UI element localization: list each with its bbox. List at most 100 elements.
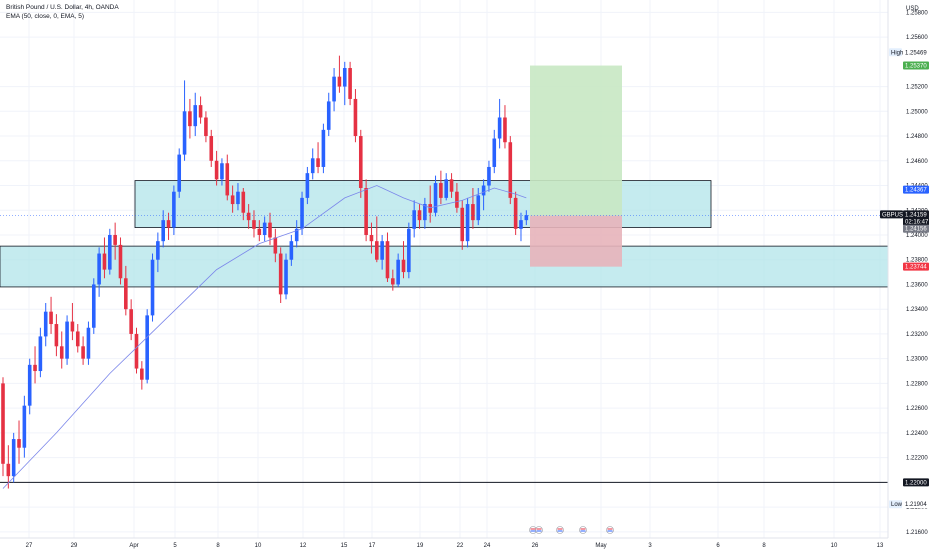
bearish-candle <box>134 327 139 374</box>
bearish-candle <box>449 173 454 198</box>
high-value-tag: 1.25469 <box>903 48 929 57</box>
demand-zone <box>134 180 712 228</box>
low-label: Low <box>889 500 903 509</box>
bearish-candle <box>246 204 251 229</box>
bearish-candle <box>364 179 368 242</box>
entry-price-tag: 1.24156 <box>903 224 929 233</box>
bearish-candle <box>225 154 230 201</box>
target-price-tag: 1.25370 <box>903 61 929 70</box>
bearish-candle <box>337 55 342 93</box>
y-tick-label: 1.22800 <box>906 381 928 387</box>
flag-icon[interactable] <box>606 526 614 534</box>
bearish-candle <box>140 361 144 390</box>
bullish-candle <box>444 173 449 201</box>
y-tick-label: 1.25800 <box>906 10 928 16</box>
y-tick-label: 1.25200 <box>906 85 928 91</box>
flag-icon[interactable] <box>535 526 543 534</box>
y-tick-label: 1.22600 <box>906 406 928 412</box>
chart-legend: British Pound / U.S. Dollar, 4h, OANDA E… <box>6 3 119 21</box>
x-tick-label: 15 <box>341 543 348 549</box>
bearish-candle <box>278 247 283 304</box>
y-tick-label: 1.23600 <box>906 282 928 288</box>
bearish-candle <box>230 185 235 213</box>
x-tick-label: 29 <box>71 543 78 549</box>
x-tick-label: 19 <box>417 543 424 549</box>
bullish-candle <box>321 123 326 174</box>
svg-text:1.25370: 1.25370 <box>905 64 927 70</box>
bearish-candle <box>513 191 518 235</box>
bearish-candle <box>353 89 358 143</box>
currency-label: USD <box>906 6 919 12</box>
stop-price-tag: 1.23744 <box>903 262 929 271</box>
bearish-candle <box>129 299 133 341</box>
bullish-candle <box>310 148 315 180</box>
bearish-candle <box>428 185 432 223</box>
svg-text:1.24159: 1.24159 <box>905 212 927 218</box>
bearish-candle <box>455 183 459 213</box>
svg-text:1.22000: 1.22000 <box>905 480 927 486</box>
bearish-candle <box>214 150 219 186</box>
ema-price-tag: 1.24367 <box>903 185 929 194</box>
bullish-candle <box>433 175 438 217</box>
bearish-candle <box>33 346 37 384</box>
low-value-tag: 1.21904 <box>903 500 929 509</box>
demand-zone <box>0 245 889 288</box>
bearish-candle <box>391 269 395 291</box>
economic-events[interactable] <box>529 526 614 534</box>
bearish-candle <box>358 129 363 198</box>
svg-text:1.21904: 1.21904 <box>905 502 927 508</box>
svg-text:1.24156: 1.24156 <box>905 227 927 233</box>
bullish-candle <box>11 432 16 483</box>
bearish-candle <box>401 241 406 279</box>
y-tick-label: 1.22400 <box>906 431 928 437</box>
ema-line <box>2 185 527 489</box>
price-axis[interactable]: USD 1.25800 1.25600 1.25200 1.25000 1.24800 1… <box>880 0 932 550</box>
bearish-candle <box>316 142 320 174</box>
y-tick-label: 1.24600 <box>906 159 928 165</box>
bullish-candle <box>487 160 491 192</box>
bullish-candle <box>156 232 160 273</box>
x-tick-label: Apr <box>129 543 138 549</box>
bullish-candle <box>294 220 299 248</box>
svg-text:1.25469: 1.25469 <box>905 50 927 56</box>
bearish-candle <box>252 210 256 238</box>
bullish-candle <box>326 92 331 137</box>
x-tick-label: 24 <box>484 543 491 549</box>
bullish-candle <box>342 61 347 106</box>
y-tick-label: 1.22200 <box>906 456 928 462</box>
bullish-candle <box>380 234 384 270</box>
bearish-candle <box>439 170 443 205</box>
y-tick-label: 1.25600 <box>906 35 928 41</box>
x-tick-label: 13 <box>877 543 884 549</box>
svg-text:GBPUSD: GBPUSD <box>882 212 908 218</box>
bullish-candle <box>412 200 416 238</box>
bullish-candle <box>220 158 224 186</box>
y-tick-label: 1.25000 <box>906 109 928 115</box>
bullish-candle <box>86 321 91 365</box>
flag-icon[interactable] <box>556 526 564 534</box>
x-tick-label: 26 <box>532 543 539 549</box>
bullish-candle <box>161 210 165 248</box>
bearish-candle <box>188 98 192 139</box>
x-tick-label: 17 <box>369 543 376 549</box>
bearish-candle <box>417 204 422 229</box>
bearish-candle <box>385 232 390 282</box>
bearish-candle <box>508 136 513 205</box>
bullish-candle <box>43 303 48 347</box>
bullish-candle <box>492 129 497 174</box>
bullish-candle <box>27 358 32 415</box>
bearish-candle <box>102 237 107 279</box>
bullish-candle <box>396 253 400 287</box>
flag-icon[interactable] <box>579 526 587 534</box>
bearish-candle <box>375 216 379 263</box>
bearish-candle <box>209 129 214 167</box>
bearish-candle <box>166 212 171 240</box>
time-axis[interactable]: 27 29 Apr 5 8 10 12 15 17 19 22 24 26 May 3 6 8 10 13 <box>0 537 932 550</box>
x-tick-label: 10 <box>255 543 262 549</box>
bearish-candle <box>503 105 507 149</box>
bearish-candle <box>198 96 203 124</box>
bearish-candle <box>70 303 75 341</box>
bearish-candle <box>204 111 208 143</box>
bullish-candle <box>65 315 69 365</box>
